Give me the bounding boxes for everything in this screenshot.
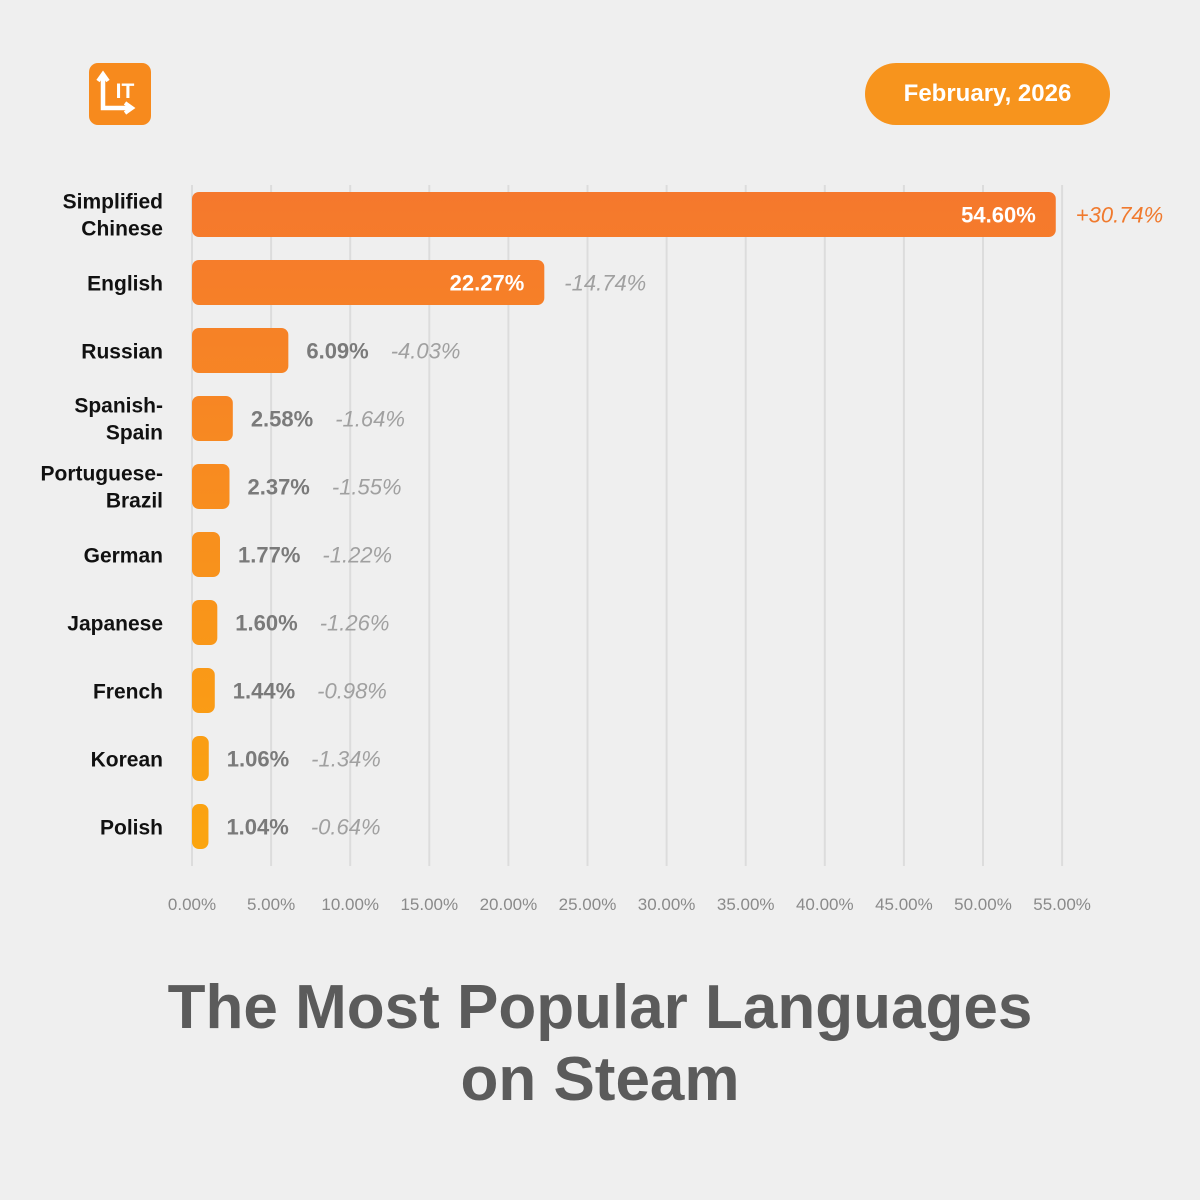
category-label: English xyxy=(87,273,163,296)
x-tick-label: 10.00% xyxy=(321,895,379,914)
change-label: +30.74% xyxy=(1076,203,1163,228)
value-label: 2.58% xyxy=(251,407,313,432)
bar xyxy=(192,396,233,441)
category-label: Spanish-Spain xyxy=(74,395,163,445)
category-label: Japanese xyxy=(67,613,163,636)
change-label: -1.26% xyxy=(320,611,390,636)
bar xyxy=(192,260,545,305)
category-label: Portuguese-Brazil xyxy=(40,463,163,513)
change-label: -4.03% xyxy=(391,339,461,364)
bar-chart: 0.00% 5.00% 10.00% 15.00% 20.00% 25.00% 30.00%… xyxy=(40,185,1163,914)
logo-icon: IT xyxy=(96,70,136,115)
change-label: -0.64% xyxy=(311,815,381,840)
logo-text: IT xyxy=(116,80,135,103)
x-tick-label: 25.00% xyxy=(559,895,617,914)
category-label: Simplified Chinese xyxy=(63,191,163,241)
change-label: -0.98% xyxy=(317,679,387,704)
title-line-1: The Most Popular Languages xyxy=(167,973,1033,1042)
date-badge: February, 2026 xyxy=(865,63,1110,125)
change-label: -1.34% xyxy=(311,747,381,772)
x-tick-label: 55.00% xyxy=(1033,895,1091,914)
value-label: 1.44% xyxy=(233,679,295,704)
bar xyxy=(192,328,289,373)
x-tick-label: 35.00% xyxy=(717,895,775,914)
bar xyxy=(192,600,218,645)
value-label: 1.77% xyxy=(238,543,300,568)
change-label: -1.64% xyxy=(335,407,405,432)
category-label: German xyxy=(84,545,163,568)
change-label: -1.55% xyxy=(332,475,402,500)
bar xyxy=(192,192,1056,237)
bar xyxy=(192,804,209,849)
x-tick-label: 50.00% xyxy=(954,895,1012,914)
bar xyxy=(192,464,230,509)
value-label: 1.60% xyxy=(235,611,297,636)
value-label: 1.06% xyxy=(227,747,289,772)
x-tick-label: 45.00% xyxy=(875,895,933,914)
x-tick-label: 0.00% xyxy=(168,895,216,914)
value-label: 2.37% xyxy=(247,475,309,500)
category-label: Polish xyxy=(100,817,163,840)
category-label: Korean xyxy=(91,749,163,772)
logo: IT xyxy=(89,63,151,125)
category-label: Russian xyxy=(81,341,163,364)
chart-title: The Most Popular Languages on Steam xyxy=(0,972,1200,1116)
value-label: 6.09% xyxy=(306,339,368,364)
x-tick-label: 5.00% xyxy=(247,895,295,914)
bar xyxy=(192,736,209,781)
x-tick-label: 30.00% xyxy=(638,895,696,914)
bar xyxy=(192,532,221,577)
value-label: 1.04% xyxy=(226,815,288,840)
bar xyxy=(192,668,215,713)
title-line-2: on Steam xyxy=(460,1045,740,1114)
x-tick-label: 20.00% xyxy=(480,895,538,914)
x-tick-label: 40.00% xyxy=(796,895,854,914)
value-label: 54.60% xyxy=(961,203,1036,228)
x-tick-label: 15.00% xyxy=(400,895,458,914)
change-label: -14.74% xyxy=(564,271,646,296)
value-label: 22.27% xyxy=(450,271,525,296)
category-label: French xyxy=(93,681,163,704)
change-label: -1.22% xyxy=(322,543,392,568)
